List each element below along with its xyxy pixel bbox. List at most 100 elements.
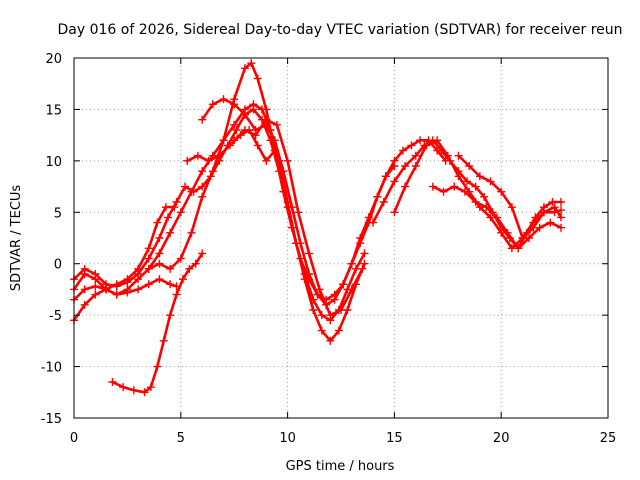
data-point bbox=[411, 151, 420, 160]
data-point bbox=[550, 203, 559, 212]
x-tick-label: 20 bbox=[493, 431, 510, 446]
data-point bbox=[183, 156, 192, 165]
data-point bbox=[272, 120, 281, 129]
data-point bbox=[360, 249, 369, 258]
data-point bbox=[144, 254, 153, 263]
data-point bbox=[450, 182, 459, 191]
y-tick-label: 15 bbox=[45, 103, 62, 118]
data-point bbox=[215, 151, 224, 160]
data-point bbox=[80, 285, 89, 294]
data-point bbox=[102, 285, 111, 294]
data-point bbox=[247, 59, 256, 68]
data-point bbox=[91, 290, 100, 299]
data-point bbox=[379, 198, 388, 206]
data-point bbox=[326, 311, 335, 320]
data-point bbox=[187, 187, 196, 196]
data-point bbox=[144, 280, 153, 289]
data-point bbox=[283, 156, 292, 165]
data-point bbox=[463, 177, 472, 186]
chart-title: Day 016 of 2026, Sidereal Day-to-day VTE… bbox=[57, 22, 622, 38]
data-point bbox=[296, 254, 305, 263]
data-point bbox=[163, 213, 172, 222]
data-point bbox=[433, 136, 442, 145]
data-point bbox=[219, 95, 228, 104]
series-sat-k bbox=[428, 182, 566, 253]
data-point bbox=[193, 151, 202, 160]
data-point bbox=[230, 120, 239, 129]
data-point bbox=[416, 136, 425, 145]
x-tick-label: 5 bbox=[177, 431, 185, 446]
data-point bbox=[334, 326, 343, 335]
data-point bbox=[270, 136, 279, 145]
data-point bbox=[159, 336, 168, 345]
data-point bbox=[492, 213, 501, 222]
data-point bbox=[401, 162, 410, 170]
data-point bbox=[181, 182, 190, 191]
data-point bbox=[411, 162, 420, 170]
data-point bbox=[317, 326, 326, 335]
data-point bbox=[407, 141, 416, 150]
data-point bbox=[347, 285, 356, 294]
data-point bbox=[503, 228, 512, 237]
data-point bbox=[428, 182, 437, 191]
data-point bbox=[172, 198, 181, 206]
data-point bbox=[134, 264, 143, 273]
data-point bbox=[144, 244, 153, 253]
data-point bbox=[230, 136, 239, 145]
data-point bbox=[326, 336, 335, 345]
data-point bbox=[482, 203, 491, 212]
data-point bbox=[80, 270, 89, 278]
data-point bbox=[198, 249, 207, 258]
data-point bbox=[480, 192, 489, 201]
y-tick-label: 20 bbox=[45, 52, 62, 67]
x-tick-label: 15 bbox=[386, 431, 403, 446]
x-tick-label: 0 bbox=[70, 431, 78, 446]
data-point bbox=[178, 275, 187, 284]
data-point bbox=[176, 254, 185, 263]
series-trace bbox=[200, 97, 447, 307]
data-point bbox=[337, 306, 345, 314]
data-point bbox=[475, 172, 484, 181]
data-point bbox=[557, 223, 566, 232]
data-series bbox=[70, 59, 566, 397]
data-point bbox=[315, 285, 324, 294]
data-point bbox=[80, 300, 89, 309]
data-point bbox=[465, 162, 474, 170]
data-point bbox=[240, 126, 249, 134]
data-point bbox=[296, 239, 305, 248]
data-point bbox=[191, 259, 200, 268]
data-point bbox=[176, 208, 185, 217]
data-point bbox=[373, 192, 382, 201]
data-point bbox=[187, 228, 196, 237]
data-point bbox=[198, 115, 207, 124]
data-point bbox=[146, 383, 155, 392]
data-point bbox=[514, 244, 523, 253]
data-point bbox=[198, 182, 207, 191]
data-point bbox=[155, 259, 164, 268]
data-point bbox=[360, 259, 369, 268]
data-point bbox=[198, 167, 207, 176]
data-point bbox=[208, 167, 217, 176]
data-point bbox=[262, 105, 271, 114]
data-point bbox=[91, 282, 100, 291]
y-tick-label: -5 bbox=[49, 309, 62, 324]
data-point bbox=[208, 100, 217, 109]
data-point bbox=[287, 203, 296, 212]
y-axis-label: SDTVAR / TECUs bbox=[9, 185, 24, 292]
data-point bbox=[287, 223, 296, 232]
data-point bbox=[548, 198, 557, 206]
data-point bbox=[153, 218, 162, 227]
data-point bbox=[390, 208, 399, 217]
data-point bbox=[166, 280, 175, 289]
data-point bbox=[471, 198, 480, 206]
data-point bbox=[153, 362, 162, 371]
data-point bbox=[279, 187, 288, 196]
data-point bbox=[347, 259, 356, 268]
data-point bbox=[155, 249, 164, 258]
data-point bbox=[112, 290, 121, 299]
data-point bbox=[454, 172, 463, 181]
data-point bbox=[557, 198, 566, 206]
data-point bbox=[518, 234, 527, 242]
y-tick-label: -15 bbox=[41, 412, 62, 427]
